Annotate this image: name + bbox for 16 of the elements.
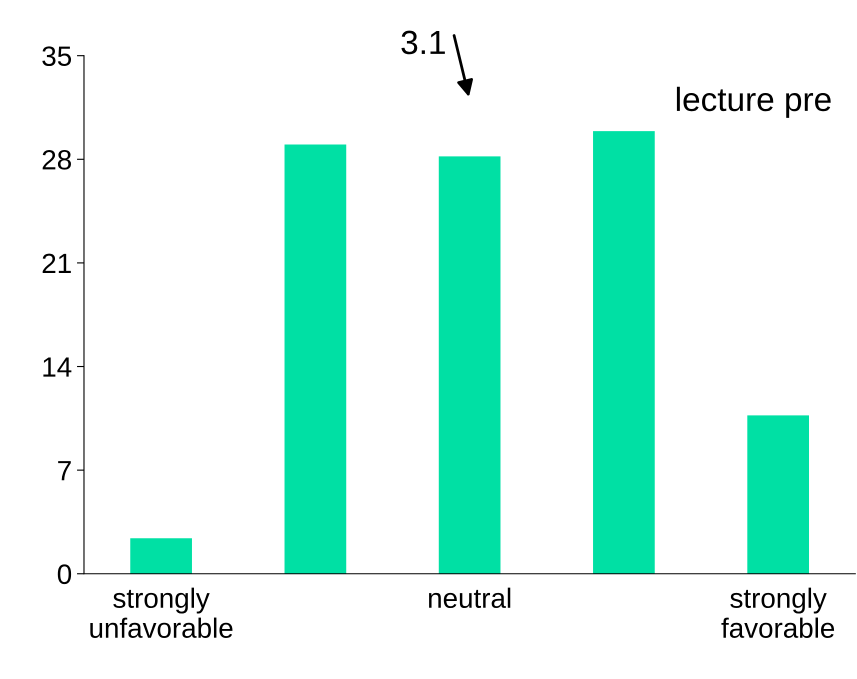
- text: 3.1: [401, 30, 445, 54]
- y-tick-label: 0: [58, 564, 72, 584]
- bar: [284, 144, 346, 574]
- y-tick-label: 35: [42, 46, 72, 66]
- y-tick-label: 7: [58, 461, 71, 480]
- y-tick-label: 21: [42, 254, 71, 273]
- text: lecture pre: [676, 86, 831, 118]
- bar: [747, 415, 810, 574]
- y-tick-label: 14: [43, 357, 72, 377]
- bar: [438, 156, 500, 574]
- bar: [593, 131, 655, 574]
- x-tick-label: strongly unfavorable: [90, 588, 232, 638]
- bar: [130, 538, 192, 574]
- x-tick-label: neutral: [429, 588, 510, 608]
- x-tick-label: strongly favorable: [721, 588, 834, 638]
- y-tick-label: 28: [42, 150, 71, 170]
